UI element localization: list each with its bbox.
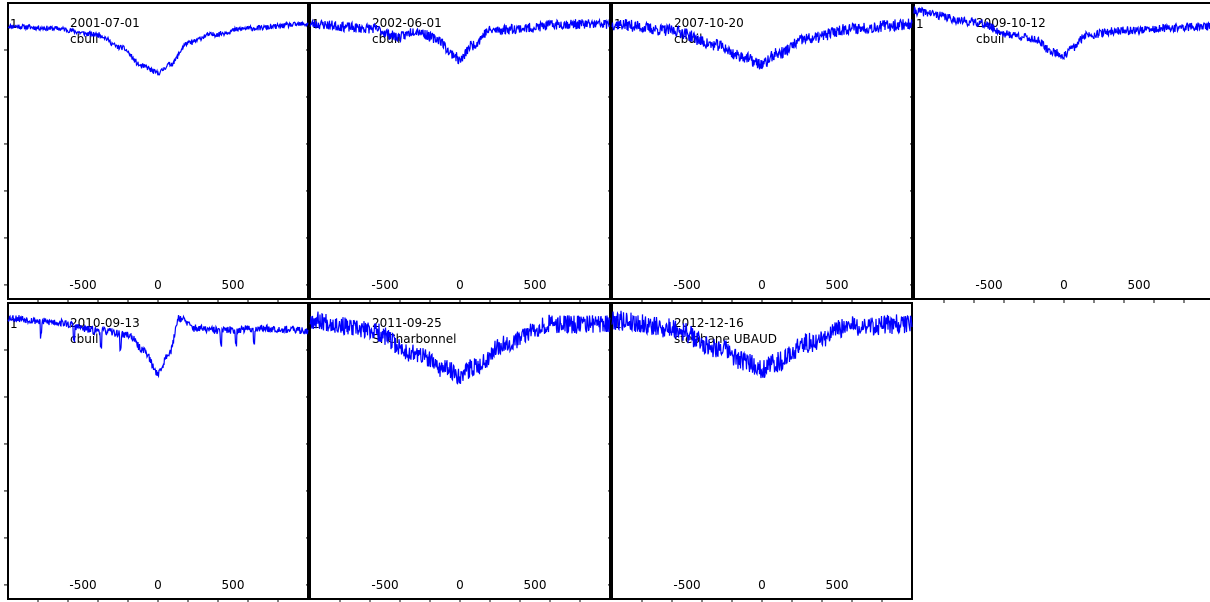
- x-tick-label: 500: [222, 578, 245, 592]
- panel-frame: [611, 2, 913, 300]
- panel-date: 2002-06-01: [372, 16, 442, 30]
- x-tick-label: 500: [826, 278, 849, 292]
- x-tick-label: 0: [456, 578, 464, 592]
- x-tick-label: 500: [222, 278, 245, 292]
- x-tick-label: 0: [758, 578, 766, 592]
- y-label-1: 1: [916, 17, 924, 31]
- spectrum-line: [913, 5, 1210, 61]
- x-tick-label: 0: [758, 278, 766, 292]
- panel-frame: [7, 2, 309, 300]
- panel-date: 2007-10-20: [674, 16, 744, 30]
- x-tick-label: 500: [826, 578, 849, 592]
- spectrum-line: [7, 314, 309, 379]
- x-tick-label: -500: [69, 278, 96, 292]
- x-tick-label: -500: [371, 578, 398, 592]
- x-tick-label: -500: [371, 278, 398, 292]
- x-tick-label: 0: [456, 278, 464, 292]
- x-tick-label: 0: [154, 578, 162, 592]
- panel-frame: [913, 2, 1210, 300]
- spectrum-line: [309, 311, 611, 385]
- x-tick-label: 500: [524, 578, 547, 592]
- panel-frame: [309, 2, 611, 300]
- panel-frame: [7, 302, 309, 600]
- panel-date: 2012-12-16: [674, 316, 744, 330]
- x-tick-label: -500: [69, 578, 96, 592]
- x-tick-label: -500: [673, 278, 700, 292]
- panel-frame: [611, 302, 913, 600]
- y-label-1: 1: [10, 17, 18, 31]
- panel-date: 2001-07-01: [70, 16, 140, 30]
- x-tick-label: -500: [975, 278, 1002, 292]
- spectrum-line: [7, 20, 309, 76]
- spectrum-line: [611, 310, 913, 379]
- panel-date: 2011-09-25: [372, 316, 442, 330]
- spectrum-line: [309, 17, 611, 65]
- x-tick-label: 0: [1060, 278, 1068, 292]
- x-tick-label: -500: [673, 578, 700, 592]
- x-tick-label: 500: [524, 278, 547, 292]
- x-tick-label: 500: [1128, 278, 1151, 292]
- panel-frame: [309, 302, 611, 600]
- panel-observer: cbuil: [70, 332, 99, 346]
- spectrum-line: [611, 18, 913, 70]
- x-tick-label: 0: [154, 278, 162, 292]
- y-label-1: 1: [10, 317, 18, 331]
